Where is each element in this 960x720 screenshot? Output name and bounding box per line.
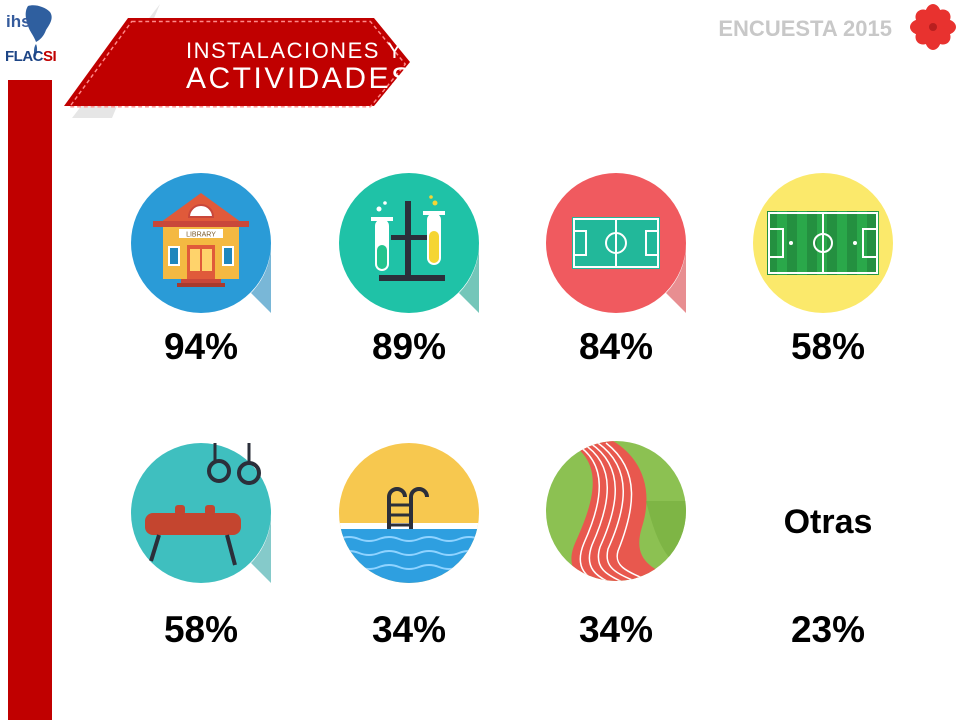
running-track-icon xyxy=(546,441,686,581)
swimming-pool-percent: 34% xyxy=(371,609,447,650)
survey-year-label: ENCUESTA 2015 xyxy=(718,16,892,41)
logo-flacsi-accent: SI xyxy=(43,48,57,65)
swimming-pool-icon xyxy=(339,443,479,583)
gymnastics-percent: 58% xyxy=(163,609,239,650)
flower-icon xyxy=(910,4,956,50)
library-sign: LIBRARY xyxy=(186,232,216,239)
logo-ihs-text: ihs xyxy=(6,12,31,31)
banner-title-line2: ACTIVIDADES xyxy=(186,62,414,95)
gymnastics-icon xyxy=(131,443,271,583)
continent-map-icon xyxy=(25,5,52,58)
side-accent-bar xyxy=(8,80,52,720)
soccer-field-percent: 58% xyxy=(790,326,866,367)
library-percent: 94% xyxy=(163,326,239,367)
court-percent: 84% xyxy=(578,326,654,367)
others-percent: 23% xyxy=(790,609,866,650)
banner-shape xyxy=(64,4,410,118)
logo-flacsi-text: FLACSI xyxy=(5,48,57,65)
laboratory-percent: 89% xyxy=(371,326,447,367)
running-track-percent: 34% xyxy=(578,609,654,650)
laboratory-icon xyxy=(339,173,479,313)
banner-title-line1: INSTALACIONES Y xyxy=(186,38,404,63)
library-icon: LIBRARY xyxy=(131,173,271,313)
court-icon xyxy=(546,173,686,313)
title-banner: INSTALACIONES Y ACTIVIDADES xyxy=(52,0,432,130)
logo-flacsi-main: FLAC xyxy=(5,48,44,65)
ihs-flacsi-logo: ihs FLACSI xyxy=(0,0,58,76)
soccer-field-icon xyxy=(753,173,893,313)
others-label: Otras xyxy=(783,503,873,541)
